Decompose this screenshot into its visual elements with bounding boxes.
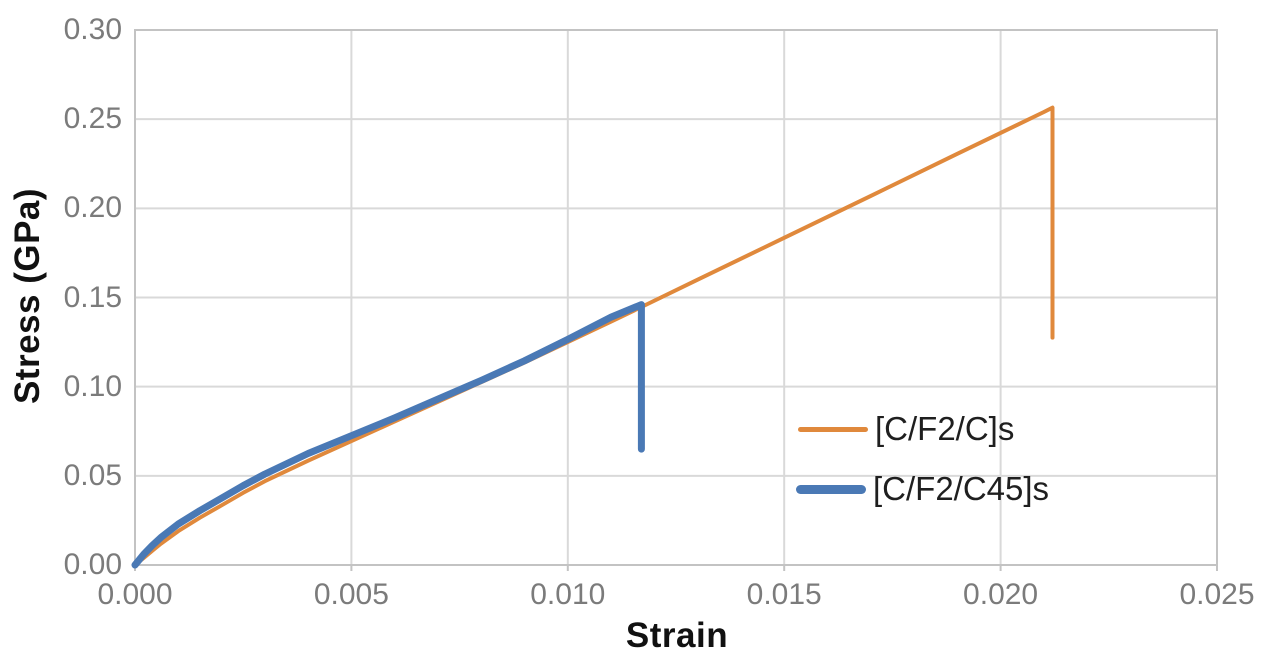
- y-tick-label: 0.20: [63, 191, 122, 225]
- y-tick-label: 0.05: [63, 458, 122, 492]
- y-axis-title: Stress (GPa): [8, 187, 47, 405]
- x-tick-label: 0.010: [530, 578, 606, 611]
- x-tick-label: 0.005: [313, 578, 389, 611]
- legend-label-blue: [C/F2/C45]s: [873, 470, 1050, 507]
- legend-item-orange: [C/F2/C]s: [798, 409, 1014, 449]
- blue-series-line: [131, 301, 645, 569]
- y-tick-label: 0.00: [63, 548, 122, 581]
- x-tick-label: 0.000: [97, 578, 173, 611]
- orange-line-swatch-icon: [798, 426, 868, 432]
- legend-item-blue: [C/F2/C45]s: [796, 469, 1049, 509]
- y-tick-label: 0.30: [63, 13, 122, 46]
- blue-line-swatch-icon: [796, 484, 866, 494]
- plot-border: [134, 29, 1218, 566]
- y-tick-label: 0.10: [63, 369, 122, 403]
- x-tick-label: 0.015: [746, 578, 822, 611]
- x-tick-label: 0.020: [963, 578, 1039, 611]
- x-tick-label: 0.025: [1179, 578, 1255, 611]
- y-tick-label: 0.25: [63, 102, 122, 136]
- x-axis-title: Strain: [625, 616, 729, 655]
- y-tick-label: 0.15: [63, 280, 122, 314]
- legend-label-orange: [C/F2/C]s: [875, 410, 1015, 447]
